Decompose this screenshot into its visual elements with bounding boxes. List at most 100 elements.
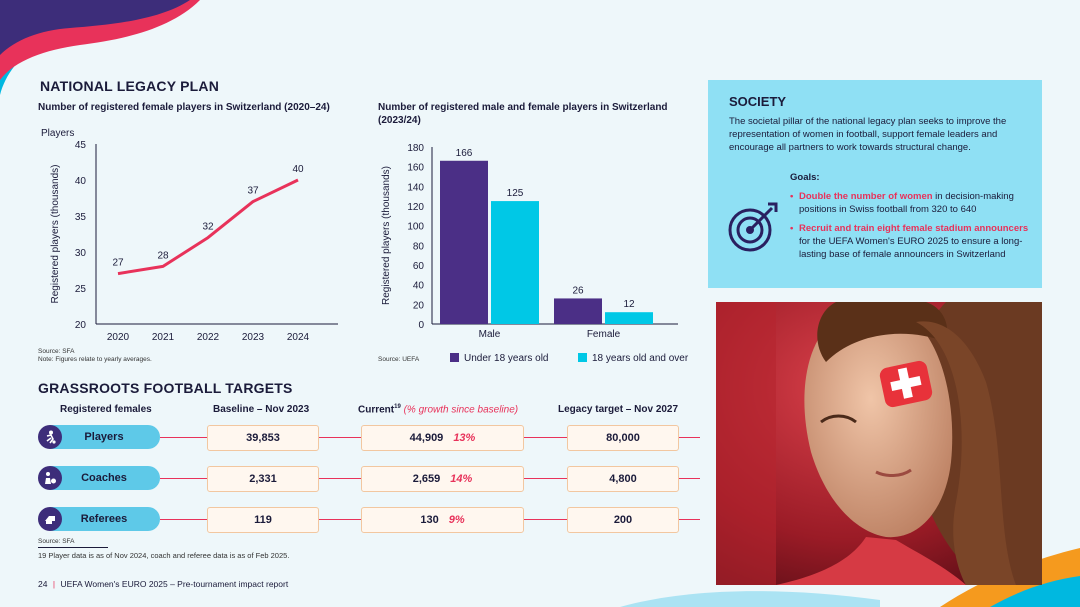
col-current-footnote-ref: 19 — [394, 404, 401, 410]
col-baseline: Baseline – Nov 2023 — [213, 404, 310, 415]
chart1-x-tick: 2024 — [287, 332, 310, 343]
top-left-decoration — [0, 0, 200, 95]
grassroots-source: Source: SFA — [38, 538, 75, 545]
goal2-text: for the UEFA Women's EURO 2025 to ensure… — [799, 236, 1023, 260]
goal-item: Recruit and train eight female stadium a… — [790, 222, 1035, 261]
chart2-y-tick: 140 — [407, 182, 424, 193]
category-referees: Referees — [48, 507, 160, 531]
referees-baseline: 119 — [207, 507, 319, 533]
coaches-target: 4,800 — [567, 466, 679, 492]
goal1-text: in decision-making positions in Swiss fo… — [799, 191, 1014, 215]
chart2-data-label: 166 — [456, 148, 473, 159]
chart2-y-tick: 180 — [407, 143, 424, 154]
chart2-title: Number of registered male and female pla… — [378, 101, 688, 127]
chart2-y-tick: 20 — [413, 300, 425, 311]
footer-separator: | — [52, 579, 56, 589]
chart2-source: Source: UEFA — [378, 356, 420, 363]
chart1-data-label: 37 — [247, 186, 259, 197]
referee-icon — [38, 507, 62, 531]
coaches-current-value: 2,659 — [412, 473, 441, 485]
society-body: The societal pillar of the national lega… — [729, 116, 1007, 153]
referees-current-value: 130 — [420, 514, 439, 526]
players-growth: 13% — [453, 432, 476, 444]
chart1-y-tick: 45 — [75, 140, 87, 151]
chart2-y-tick: 160 — [407, 163, 424, 174]
chart2-legend-label: Under 18 years old — [464, 353, 549, 364]
chart2-y-tick: 60 — [413, 261, 425, 272]
footnote-rule — [38, 547, 108, 548]
chart1-y-tick: 35 — [75, 212, 87, 223]
footer: 24 | UEFA Women's EURO 2025 – Pre-tourna… — [38, 579, 288, 589]
players-current: 44,909 13% — [361, 425, 524, 451]
referees-target: 200 — [567, 507, 679, 533]
goal-item: Double the number of women in decision-m… — [790, 190, 1035, 216]
chart1-x-tick: 2021 — [152, 332, 175, 343]
chart2-legend-swatch — [450, 353, 459, 362]
fan-photo-illustration — [716, 302, 1042, 585]
grassroots-section-title: GRASSROOTS FOOTBALL TARGETS — [38, 380, 293, 396]
col-registered-females: Registered females — [60, 404, 152, 415]
chart2-data-label: 26 — [572, 285, 584, 296]
chart2-y-tick: 120 — [407, 202, 424, 213]
referees-growth: 9% — [448, 514, 465, 526]
chart2-legend-swatch — [578, 353, 587, 362]
fan-photo — [716, 302, 1042, 585]
chart2-title-line2: (2023/24) — [378, 115, 421, 126]
chart2-x-tick: Female — [587, 329, 621, 340]
player-icon — [38, 425, 62, 449]
chart2-bar — [440, 160, 488, 324]
chart1-x-tick: 2023 — [242, 332, 265, 343]
category-coaches: Coaches — [48, 466, 160, 490]
national-section-title: NATIONAL LEGACY PLAN — [40, 78, 220, 94]
coaches-growth: 14% — [450, 473, 473, 485]
goal1-highlight: Double the number of women — [799, 191, 933, 202]
chart1-y-tick: 30 — [75, 248, 87, 259]
chart2-y-tick: 40 — [413, 281, 425, 292]
chart2-y-tick: 0 — [418, 320, 424, 331]
col-current-label: Current — [358, 404, 395, 416]
coach-icon — [38, 466, 62, 490]
male-female-bar-chart: Registered players (thousands) 0 20 40 60 80 1… — [381, 143, 689, 364]
bottom-center-decoration — [620, 591, 880, 607]
players-target: 80,000 — [567, 425, 679, 451]
chart1-source: Source: SFA — [38, 348, 75, 355]
chart1-data-label: 32 — [202, 222, 214, 233]
goals-label: Goals: — [790, 172, 820, 183]
footer-title: UEFA Women's EURO 2025 – Pre-tournament … — [60, 579, 289, 589]
players-baseline: 39,853 — [207, 425, 319, 451]
players-current-value: 44,909 — [409, 432, 444, 444]
page-number: 24 — [38, 579, 48, 589]
chart1-y-axis-label: Registered players (thousands) — [50, 165, 61, 304]
chart1-players-label: Players — [41, 128, 74, 139]
col-current-note: (% growth since baseline) — [400, 404, 519, 416]
chart2-x-tick: Male — [479, 329, 501, 340]
chart2-data-label: 12 — [623, 299, 635, 310]
goal2-highlight: Recruit and train eight female stadium a… — [799, 223, 1029, 234]
chart1-note: Note: Figures relate to yearly averages. — [38, 356, 152, 363]
chart2-y-tick: 80 — [413, 241, 425, 252]
chart2-legend-label: 18 years old and over — [592, 353, 689, 364]
chart1-title: Number of registered female players in S… — [38, 102, 330, 113]
col-current: Current19 (% growth since baseline) — [358, 404, 518, 415]
target-icon — [728, 202, 778, 252]
goals-list: Double the number of women in decision-m… — [790, 190, 1035, 267]
chart1-data-label: 28 — [157, 250, 169, 261]
referees-current: 130 9% — [361, 507, 524, 533]
society-title: SOCIETY — [729, 94, 787, 109]
chart2-bar — [491, 201, 539, 324]
society-panel: SOCIETY The societal pillar of the natio… — [708, 80, 1042, 288]
coaches-baseline: 2,331 — [207, 466, 319, 492]
chart1-data-label: 40 — [292, 164, 304, 175]
chart1-x-tick: 2020 — [107, 332, 130, 343]
chart2-y-axis-label: Registered players (thousands) — [381, 166, 392, 305]
chart1-y-tick: 25 — [75, 284, 87, 295]
chart2-bar — [605, 312, 653, 324]
footnote: 19 Player data is as of Nov 2024, coach … — [38, 551, 290, 560]
chart2-bar — [554, 298, 602, 324]
chart1-series-line — [117, 178, 299, 276]
chart1-y-tick: 20 — [75, 320, 87, 331]
coaches-current: 2,659 14% — [361, 466, 524, 492]
chart1-y-tick: 40 — [75, 176, 87, 187]
chart1-data-label: 27 — [112, 258, 124, 269]
